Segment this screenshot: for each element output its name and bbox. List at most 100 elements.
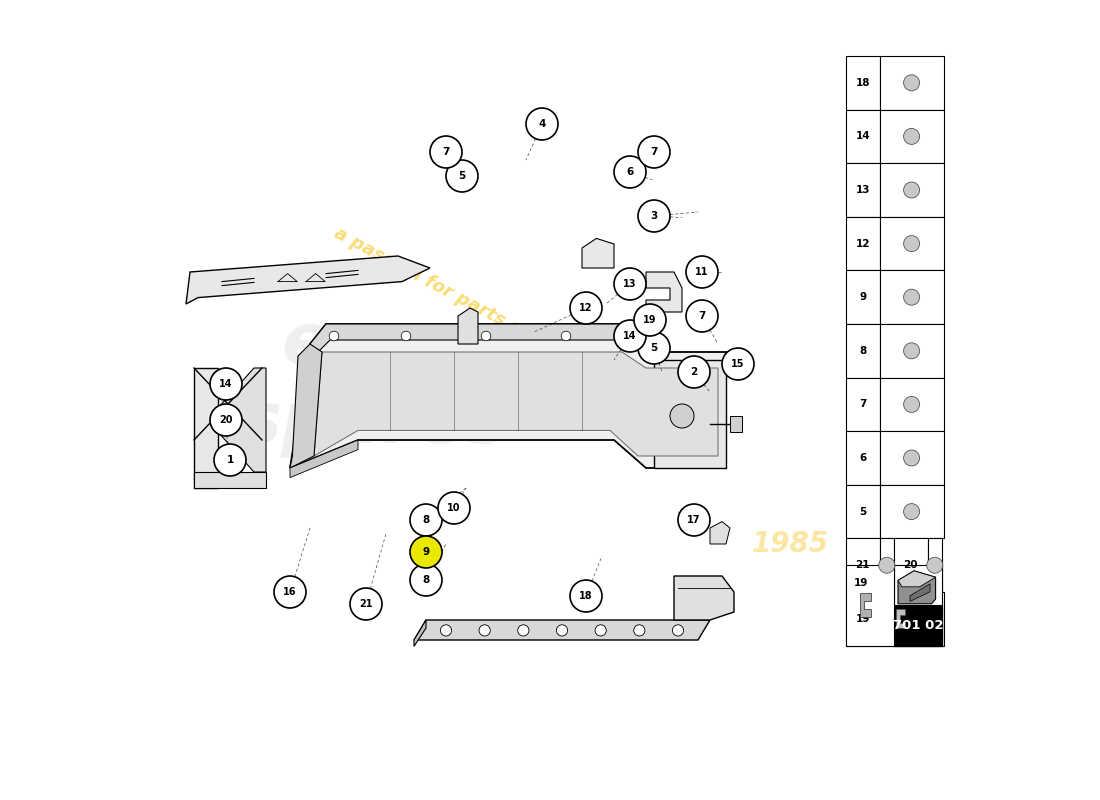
Bar <box>846 163 880 217</box>
Bar <box>927 538 942 592</box>
Text: 8: 8 <box>422 515 430 525</box>
Polygon shape <box>218 368 266 472</box>
Text: 4: 4 <box>538 119 546 129</box>
Circle shape <box>480 625 491 636</box>
Circle shape <box>570 292 602 324</box>
Text: 14: 14 <box>624 331 637 341</box>
Circle shape <box>638 136 670 168</box>
Circle shape <box>638 332 670 364</box>
Polygon shape <box>414 620 710 640</box>
Circle shape <box>350 588 382 620</box>
Circle shape <box>672 625 683 636</box>
Text: a passion for parts since 1985: a passion for parts since 1985 <box>331 224 609 384</box>
Circle shape <box>430 136 462 168</box>
Text: 14: 14 <box>856 131 870 142</box>
Text: 16: 16 <box>284 587 297 597</box>
Bar <box>880 163 944 217</box>
Text: 6: 6 <box>626 167 634 177</box>
Bar <box>880 431 944 485</box>
Polygon shape <box>194 472 266 488</box>
Text: 19: 19 <box>856 614 870 624</box>
Circle shape <box>634 304 665 336</box>
Circle shape <box>903 450 920 466</box>
Text: 8: 8 <box>422 575 430 585</box>
Text: 19: 19 <box>854 578 868 588</box>
Circle shape <box>410 536 442 568</box>
Text: 21: 21 <box>360 599 373 609</box>
Polygon shape <box>674 576 734 620</box>
Bar <box>894 565 942 606</box>
Circle shape <box>903 289 920 305</box>
Bar <box>880 485 944 538</box>
Bar <box>846 485 880 538</box>
Circle shape <box>670 404 694 428</box>
Text: 3: 3 <box>650 211 658 221</box>
Circle shape <box>438 492 470 524</box>
Bar <box>846 56 880 110</box>
Bar <box>880 270 944 324</box>
Circle shape <box>446 160 478 192</box>
Circle shape <box>410 504 442 536</box>
Circle shape <box>686 256 718 288</box>
Text: 1985: 1985 <box>751 530 828 558</box>
Circle shape <box>903 74 920 90</box>
Text: 8: 8 <box>859 346 867 356</box>
Circle shape <box>625 331 635 341</box>
Bar <box>846 270 880 324</box>
Circle shape <box>614 156 646 188</box>
Text: 6: 6 <box>859 453 867 463</box>
Bar <box>894 538 927 592</box>
Text: 13: 13 <box>856 185 870 195</box>
Bar <box>846 431 880 485</box>
Polygon shape <box>910 584 930 602</box>
Bar <box>894 606 942 646</box>
Circle shape <box>274 576 306 608</box>
Bar <box>846 565 894 646</box>
Circle shape <box>678 504 710 536</box>
Polygon shape <box>186 256 430 304</box>
Text: 9: 9 <box>859 292 867 302</box>
Text: 2: 2 <box>691 367 697 377</box>
Text: 12: 12 <box>856 238 870 249</box>
Polygon shape <box>290 344 322 468</box>
Bar <box>846 378 880 431</box>
Circle shape <box>903 128 920 144</box>
Circle shape <box>927 557 943 573</box>
Bar <box>880 56 944 110</box>
Circle shape <box>903 182 920 198</box>
Circle shape <box>686 300 718 332</box>
Circle shape <box>214 444 246 476</box>
Text: 15: 15 <box>732 359 745 369</box>
Text: 17: 17 <box>688 515 701 525</box>
Polygon shape <box>898 571 936 587</box>
Polygon shape <box>458 308 478 344</box>
Text: 9: 9 <box>422 547 430 557</box>
Circle shape <box>410 564 442 596</box>
Polygon shape <box>290 440 358 478</box>
Polygon shape <box>646 272 682 312</box>
Text: 20: 20 <box>903 560 918 570</box>
Circle shape <box>638 200 670 232</box>
Bar <box>846 538 880 592</box>
Text: 1: 1 <box>227 455 233 465</box>
Polygon shape <box>314 352 718 456</box>
Circle shape <box>903 504 920 520</box>
Polygon shape <box>730 416 743 432</box>
Circle shape <box>329 331 339 341</box>
Text: 14: 14 <box>219 379 233 389</box>
Circle shape <box>561 331 571 341</box>
Text: 5: 5 <box>650 343 658 353</box>
Text: 13: 13 <box>624 279 637 289</box>
Bar <box>846 217 880 270</box>
Text: 7: 7 <box>859 399 867 410</box>
Text: 5: 5 <box>459 171 465 181</box>
Bar <box>846 110 880 163</box>
Circle shape <box>402 331 410 341</box>
Circle shape <box>440 625 452 636</box>
Circle shape <box>678 356 710 388</box>
Bar <box>880 538 894 592</box>
Circle shape <box>879 557 894 573</box>
Text: 18: 18 <box>580 591 593 601</box>
Circle shape <box>557 625 568 636</box>
Circle shape <box>722 348 754 380</box>
